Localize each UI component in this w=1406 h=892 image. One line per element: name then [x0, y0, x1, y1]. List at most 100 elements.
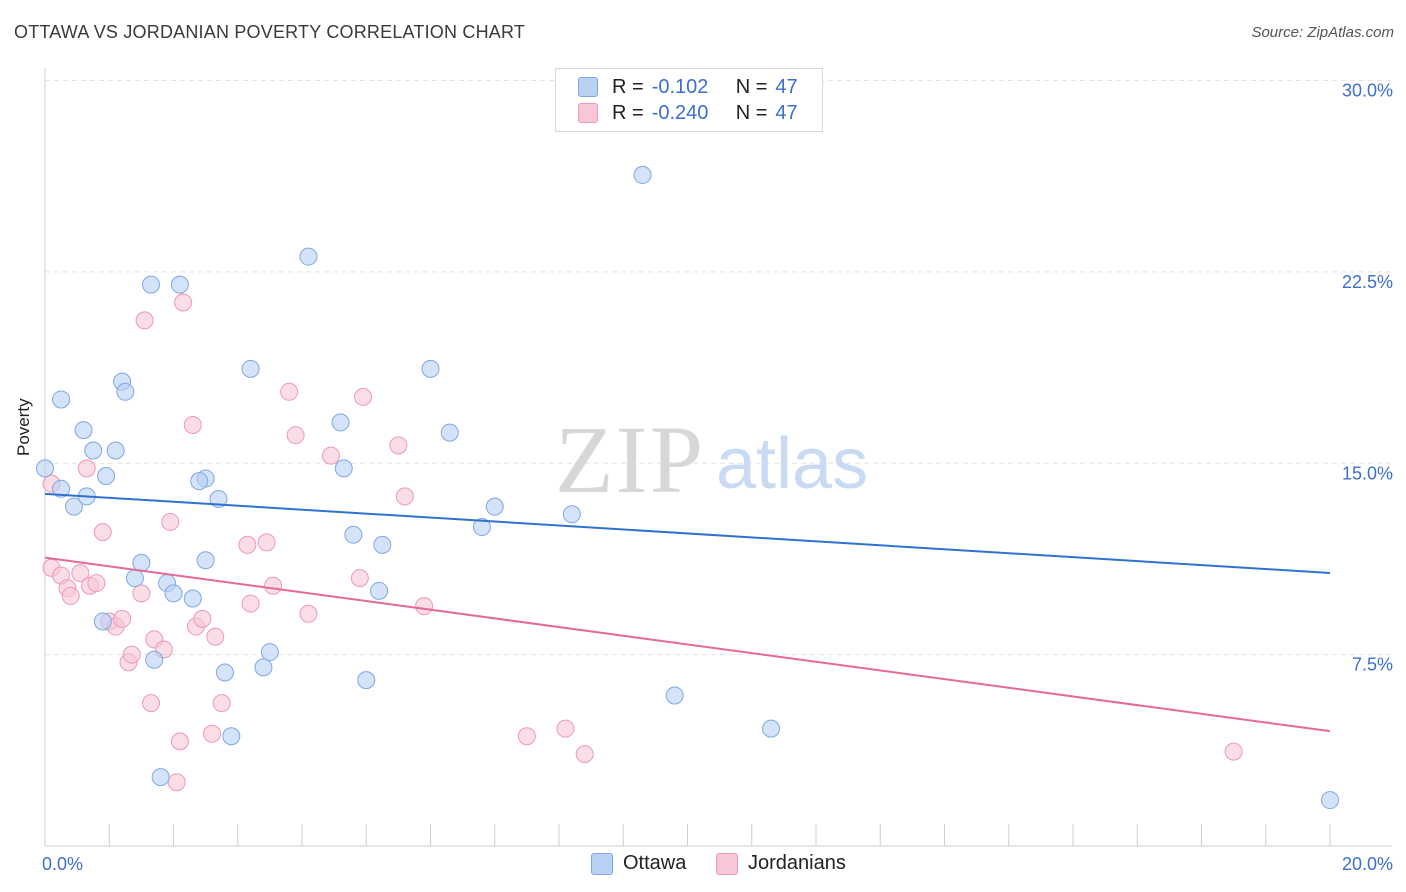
ottawa-point — [209, 489, 228, 508]
source-credit: Source: ZipAtlas.com — [1251, 24, 1394, 41]
jordanians-point — [142, 694, 161, 713]
ottawa-legend-icon — [591, 852, 613, 875]
legend-row-jordanians: R = -0.240 N = 47 — [578, 101, 798, 125]
jordanians-point — [257, 533, 276, 552]
ottawa-trend-line — [44, 492, 1331, 574]
jordanians-point — [71, 563, 90, 582]
y-tick-label: 15.0% — [1342, 463, 1393, 483]
watermark: ZIP atlas — [555, 406, 868, 513]
jordanians-point — [1224, 742, 1243, 761]
correlation-legend: R = -0.102 N = 47 R = -0.240 N = 47 — [555, 68, 823, 132]
ottawa-point — [84, 441, 103, 460]
ottawa-point — [52, 390, 71, 409]
jordanians-point — [206, 627, 225, 646]
ottawa-points — [36, 84, 1339, 810]
jordanians-point — [132, 584, 151, 603]
watermark-zip: ZIP — [555, 406, 705, 513]
jordanians-point — [517, 727, 536, 746]
jordanians-r-value: -0.240 — [651, 101, 709, 124]
x-tick-label: 20.0% — [1342, 854, 1393, 874]
ottawa-point — [64, 497, 83, 516]
y-tick-label: 30.0% — [1342, 81, 1393, 101]
jordanians-point — [170, 732, 189, 751]
jordanians-point — [167, 773, 186, 792]
ottawa-point — [52, 479, 71, 498]
jordanians-point — [61, 586, 80, 605]
ottawa-point — [116, 382, 135, 401]
ottawa-swatch-icon — [578, 77, 598, 97]
n-label: N = — [735, 75, 768, 98]
legend-item-ottawa[interactable]: Ottawa — [591, 852, 686, 875]
ottawa-point — [665, 686, 684, 705]
ottawa-point — [125, 569, 144, 588]
ottawa-point — [106, 441, 125, 460]
ottawa-point — [357, 671, 376, 690]
ottawa-point — [142, 275, 161, 294]
ottawa-n-value: 47 — [775, 75, 798, 98]
ottawa-point — [762, 719, 781, 738]
jordanians-point — [241, 594, 260, 613]
ottawa-point — [373, 535, 392, 554]
r-label: R = — [612, 101, 644, 124]
jordanians-point — [212, 694, 231, 713]
ottawa-point — [331, 413, 350, 432]
ottawa-point — [1321, 791, 1339, 810]
ottawa-point — [440, 423, 459, 442]
ottawa-point — [145, 650, 164, 669]
jordanians-point — [193, 609, 212, 628]
ottawa-point — [132, 553, 151, 572]
n-label: N = — [735, 101, 768, 124]
jordanians-point — [161, 512, 180, 531]
jordanians-point — [135, 311, 154, 330]
ottawa-point — [562, 505, 581, 524]
jordanians-n-value: 47 — [775, 101, 798, 124]
jordanians-legend-icon — [716, 852, 738, 875]
jordanians-point — [389, 436, 408, 455]
ottawa-point — [36, 459, 54, 478]
jordanians-point — [87, 574, 106, 593]
jordanians-point — [77, 459, 96, 478]
jordanians-trend-line — [44, 556, 1331, 733]
legend-row-ottawa: R = -0.102 N = 47 — [578, 75, 798, 99]
jordanians-point — [575, 745, 594, 764]
jordanians-point — [203, 724, 222, 743]
legend-item-jordanians[interactable]: Jordanians — [716, 852, 846, 875]
ottawa-point — [299, 247, 318, 266]
jordanians-point — [122, 645, 141, 664]
jordanians-point — [280, 382, 299, 401]
ottawa-point — [344, 525, 363, 544]
ottawa-point — [190, 472, 209, 491]
ottawa-point — [260, 643, 279, 662]
ottawa-point — [97, 467, 116, 486]
chart-title: OTTAWA VS JORDANIAN POVERTY CORRELATION … — [14, 22, 526, 42]
jordanians-point — [556, 719, 575, 738]
ottawa-r-value: -0.102 — [651, 75, 709, 98]
ottawa-point — [222, 727, 241, 746]
jordanians-legend-label: Jordanians — [748, 852, 846, 874]
ottawa-point — [196, 551, 215, 570]
ottawa-point — [254, 658, 273, 677]
axes — [44, 68, 1392, 847]
y-tick-label: 22.5% — [1342, 272, 1393, 292]
ottawa-point — [241, 359, 260, 378]
ottawa-legend-label: Ottawa — [623, 852, 687, 874]
ottawa-point — [215, 663, 234, 682]
ottawa-point — [183, 589, 202, 608]
jordanians-point — [415, 597, 434, 616]
ottawa-point — [164, 584, 183, 603]
jordanians-point — [264, 576, 283, 595]
jordanians-point — [395, 487, 414, 506]
jordanians-point — [350, 569, 369, 588]
jordanians-point — [174, 293, 193, 312]
jordanians-point — [113, 609, 132, 628]
ottawa-point — [334, 459, 353, 478]
jordanians-point — [299, 604, 318, 623]
r-label: R = — [612, 75, 644, 98]
tick-labels: 7.5% 15.0% 22.5% 30.0% 0.0% 20.0% — [42, 81, 1393, 875]
jordanians-point — [93, 523, 112, 542]
ottawa-point — [93, 612, 112, 631]
ottawa-point — [370, 581, 389, 600]
jordanians-swatch-icon — [578, 103, 598, 123]
trend-lines — [44, 492, 1331, 733]
